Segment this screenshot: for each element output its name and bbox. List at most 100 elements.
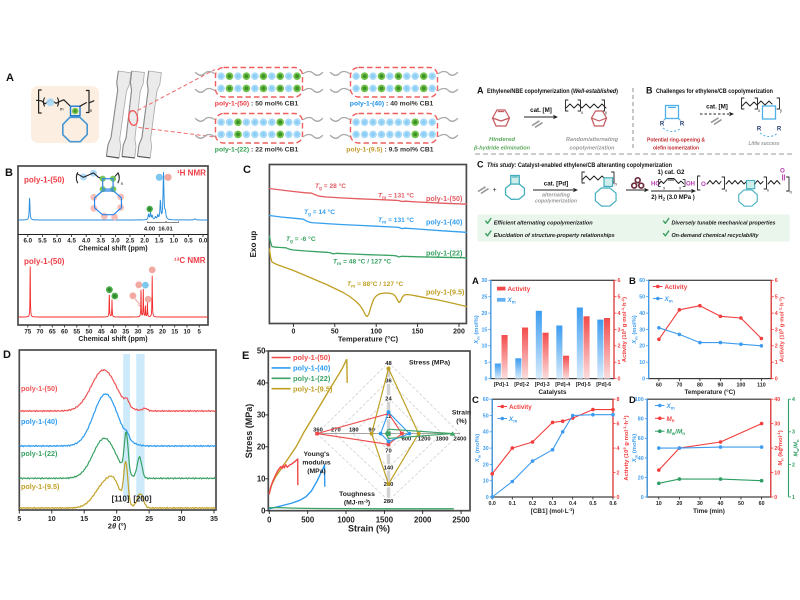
svg-text:Activity (105 g·mol-1·h-1): Activity (105 g·mol-1·h-1) [622, 415, 630, 480]
svg-text:0: 0 [617, 495, 620, 501]
svg-text:1: 1 [792, 495, 795, 501]
svg-text:On-demand chemical recyclabili: On-demand chemical recyclability [672, 233, 760, 239]
svg-text:n: n [90, 108, 93, 113]
svg-text:Strain (%): Strain (%) [348, 524, 390, 534]
svg-text:[Pd]-3: [Pd]-3 [535, 382, 550, 388]
svg-text:30: 30 [639, 327, 645, 333]
svg-text:0.2: 0.2 [529, 501, 536, 507]
svg-text:olefin isomerization: olefin isomerization [653, 146, 700, 152]
svg-text:0.3: 0.3 [549, 501, 556, 507]
svg-text:60: 60 [759, 501, 765, 507]
svg-text:8: 8 [617, 397, 620, 403]
svg-text:35: 35 [122, 329, 129, 336]
svg-text:n: n [790, 190, 793, 195]
svg-text:55: 55 [73, 329, 80, 336]
svg-text:2: 2 [792, 462, 795, 468]
svg-text:20: 20 [481, 311, 487, 317]
svg-text:2500: 2500 [452, 516, 470, 525]
svg-text:10: 10 [257, 474, 266, 483]
svg-text:50: 50 [483, 413, 489, 419]
svg-text:100: 100 [736, 383, 745, 389]
svg-text:poly-1-(22): poly-1-(22) [21, 449, 58, 458]
svg-text:100: 100 [635, 397, 644, 403]
svg-text:1200: 1200 [418, 436, 431, 442]
svg-text:Toughness: Toughness [339, 491, 375, 498]
svg-text:40: 40 [639, 311, 645, 317]
svg-text:m: m [60, 107, 64, 112]
svg-text:90: 90 [368, 428, 374, 434]
svg-text:Diversely tunable mechanical p: Diversely tunable mechanical properties [672, 220, 777, 226]
svg-text:4: 4 [618, 311, 621, 317]
svg-text:50: 50 [639, 295, 645, 301]
svg-text:5: 5 [775, 295, 778, 301]
svg-text:poly-1-(50): poly-1-(50) [24, 257, 65, 266]
svg-text:20: 20 [113, 516, 121, 523]
svg-text:24: 24 [385, 396, 392, 402]
svg-text:Tg = -6 °C: Tg = -6 °C [286, 235, 316, 245]
svg-text:30: 30 [774, 422, 780, 428]
svg-text:70: 70 [676, 383, 682, 389]
svg-text:Catalysts: Catalysts [538, 389, 566, 396]
svg-text:40: 40 [257, 379, 266, 388]
svg-text:Hindered: Hindered [489, 137, 516, 143]
svg-text:y: y [605, 110, 608, 115]
svg-text:30: 30 [135, 329, 142, 336]
svg-text:2θ (°): 2θ (°) [108, 522, 127, 531]
svg-text:50: 50 [738, 501, 744, 507]
svg-text:0.5: 0.5 [184, 238, 193, 245]
svg-text:0.5: 0.5 [589, 501, 596, 507]
svg-text:Mw/Mn: Mw/Mn [667, 429, 686, 436]
svg-text:Efficient alternating copolyme: Efficient alternating copolymerization [494, 220, 593, 226]
svg-text:Little success: Little success [749, 141, 780, 147]
svg-text:B: B [646, 86, 653, 96]
svg-text:y: y [780, 108, 783, 113]
svg-text:3: 3 [775, 327, 778, 333]
svg-text:40: 40 [718, 501, 724, 507]
svg-text:poly-1-(40): poly-1-(40) [21, 417, 58, 426]
svg-text:50: 50 [331, 329, 339, 336]
svg-text:2) H2 (3.0 MPa ): 2) H2 (3.0 MPa ) [651, 195, 694, 201]
svg-text:9: 9 [679, 187, 681, 191]
svg-text:This study: Catalyst-enabled e: This study: Catalyst-enabled ethylene/CB… [487, 162, 672, 169]
svg-text:A: A [472, 276, 479, 287]
svg-text:2400: 2400 [454, 436, 467, 442]
svg-text:n: n [615, 182, 618, 187]
svg-text:60: 60 [656, 383, 662, 389]
svg-text:Xm (mol%): Xm (mol%) [632, 315, 638, 344]
svg-text:cat. [Pd]: cat. [Pd] [544, 181, 568, 188]
svg-text:[Pd]-6: [Pd]-6 [596, 382, 611, 388]
svg-text:0: 0 [642, 377, 645, 383]
svg-text:40: 40 [774, 397, 780, 403]
svg-text:Mn: Mn [667, 416, 675, 423]
svg-text:Challenges for ethylene/CB cop: Challenges for ethylene/CB copolymerizat… [656, 88, 773, 95]
svg-text:5: 5 [17, 516, 21, 523]
svg-text:Ethylene/NBE copolymerization: Ethylene/NBE copolymerization (Well-esta… [487, 88, 618, 95]
svg-text:10: 10 [656, 501, 662, 507]
svg-text:10: 10 [774, 470, 780, 476]
svg-text:Xm: Xm [666, 403, 675, 410]
svg-text:25: 25 [147, 329, 154, 336]
svg-text:40: 40 [483, 430, 489, 436]
svg-text:0.0: 0.0 [199, 238, 208, 245]
svg-text:60: 60 [483, 397, 489, 403]
svg-text:110: 110 [757, 383, 766, 389]
svg-text:R: R [680, 122, 685, 128]
svg-text:70: 70 [385, 449, 391, 455]
svg-text:copolymerization: copolymerization [535, 199, 578, 205]
svg-text:poly-1-(40): poly-1-(40) [426, 218, 463, 227]
svg-text:3.0: 3.0 [111, 238, 120, 245]
svg-text:Strain: Strain [452, 410, 471, 417]
svg-text:70: 70 [37, 329, 44, 336]
svg-text:0.6: 0.6 [609, 501, 616, 507]
svg-text:x: x [581, 110, 584, 115]
svg-text:2000: 2000 [414, 516, 432, 525]
svg-text:4.5: 4.5 [67, 238, 76, 245]
svg-text:(%): (%) [456, 418, 467, 425]
svg-text:0: 0 [618, 377, 621, 383]
svg-text:copolymerization: copolymerization [570, 146, 616, 152]
svg-text:A: A [477, 86, 484, 96]
svg-text:50: 50 [86, 329, 93, 336]
svg-text:R: R [757, 127, 762, 133]
svg-text:10: 10 [483, 479, 489, 485]
svg-text:0: 0 [641, 495, 644, 501]
